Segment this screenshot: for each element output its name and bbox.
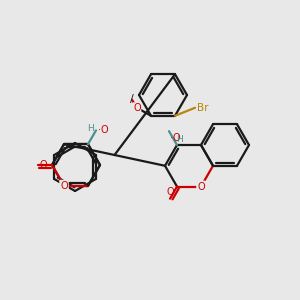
Text: ·O: ·O xyxy=(170,133,181,143)
Text: O: O xyxy=(39,160,46,170)
Text: H: H xyxy=(87,124,94,133)
Text: Br: Br xyxy=(197,103,208,113)
Text: O: O xyxy=(133,103,141,113)
Text: /: / xyxy=(130,94,134,104)
Text: H: H xyxy=(176,135,183,144)
Text: ·O: ·O xyxy=(98,125,109,135)
Text: O: O xyxy=(60,181,68,191)
Text: O: O xyxy=(197,182,205,192)
Text: O: O xyxy=(166,187,174,197)
